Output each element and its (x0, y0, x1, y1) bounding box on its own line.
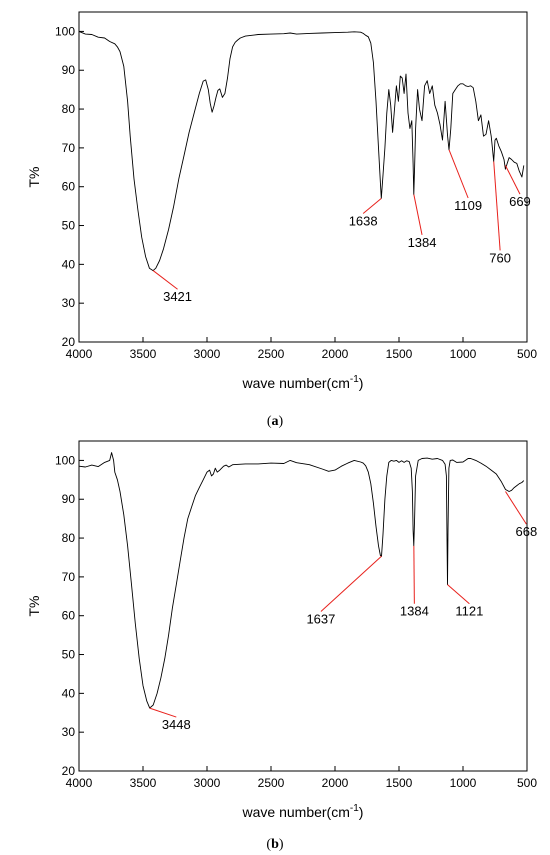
panel-label-b: b (271, 837, 279, 852)
peak-leader-b-3448 (149, 707, 177, 718)
y-ticks-a: 20 30 40 50 60 70 80 90 100 (55, 24, 84, 349)
peak-leader-b-1637 (320, 555, 382, 612)
y-ticks-b: 20 30 40 50 60 70 80 90 100 (55, 453, 84, 778)
peak-annotations-b: 3448 1637 1384 1121 668 (149, 491, 538, 732)
peak-annotations-a: 3421 1638 1384 1109 760 669 (152, 149, 531, 304)
peak-label-a-1638: 1638 (349, 214, 378, 229)
x-tick-label-b-500: 500 (517, 776, 537, 790)
x-tick-label-a-1500: 1500 (386, 347, 413, 361)
x-tick-label-b-2500: 2500 (258, 776, 285, 790)
peak-label-b-1384: 1384 (400, 604, 429, 619)
peak-label-a-3421: 3421 (163, 289, 192, 304)
y-tick-label-b-70: 70 (62, 570, 76, 584)
panel-label-a: a (272, 414, 279, 429)
peak-label-a-669: 669 (509, 194, 531, 209)
y-tick-label-b-50: 50 (62, 648, 76, 662)
peak-leader-a-1638 (362, 197, 382, 214)
peak-leader-a-1109 (448, 149, 469, 199)
y-tick-label-b-90: 90 (62, 492, 76, 506)
panel-caption-b: (b) (266, 837, 283, 852)
x-tick-label-b-1500: 1500 (386, 776, 413, 790)
y-tick-label-b-20: 20 (62, 764, 76, 778)
x-tick-label-a-500: 500 (517, 347, 537, 361)
plot-frame-a (78, 11, 528, 343)
y-axis-title-b: T% (26, 596, 42, 617)
y-tick-label-a-50: 50 (62, 219, 76, 233)
peak-label-b-1121: 1121 (455, 604, 483, 619)
x-axis-title-b-close: ) (359, 804, 364, 820)
x-tick-label-b-1000: 1000 (450, 776, 477, 790)
peak-label-a-1109: 1109 (454, 198, 482, 213)
y-tick-label-a-70: 70 (62, 141, 76, 155)
x-tick-label-a-2500: 2500 (258, 347, 285, 361)
spectrum-line-a (78, 30, 525, 272)
x-tick-label-b-3500: 3500 (130, 776, 157, 790)
y-tick-label-a-30: 30 (62, 296, 76, 310)
panel-b: 20 30 40 50 60 70 80 90 100 4000 3500 3000 2500 2000… (26, 440, 538, 852)
plot-frame-b (78, 440, 528, 772)
spectrum-line-b (78, 452, 525, 709)
x-axis-title-a-sup: -1 (350, 374, 359, 385)
x-axis-title-b: wave number(cm-1) (242, 803, 364, 820)
x-tick-label-b-2000: 2000 (322, 776, 349, 790)
x-ticks-a: 4000 3500 3000 2500 2000 1500 1000 500 (66, 337, 537, 361)
x-axis-title-a: wave number(cm-1) (242, 374, 364, 391)
x-axis-title-a-close: ) (359, 375, 364, 391)
peak-leader-b-1121 (447, 584, 470, 605)
peak-leader-a-669 (504, 165, 521, 195)
x-tick-label-a-3500: 3500 (130, 347, 157, 361)
peak-leader-a-1384 (413, 194, 423, 235)
y-tick-label-b-60: 60 (62, 609, 76, 623)
y-tick-label-b-30: 30 (62, 725, 76, 739)
peak-leader-b-1384 (413, 545, 415, 604)
y-tick-label-b-80: 80 (62, 531, 76, 545)
x-axis-title-b-sup: -1 (350, 803, 359, 814)
y-axis-title-a: T% (26, 167, 42, 188)
x-tick-label-b-4000: 4000 (66, 776, 93, 790)
y-tick-label-a-100: 100 (55, 24, 75, 38)
y-tick-label-a-20: 20 (62, 335, 76, 349)
peak-leader-a-3421 (152, 270, 178, 290)
y-tick-label-a-90: 90 (62, 63, 76, 77)
x-tick-label-a-3000: 3000 (194, 347, 221, 361)
panel-caption-a: (a) (267, 414, 284, 429)
x-tick-label-a-1000: 1000 (450, 347, 477, 361)
panel-a: 20 30 40 50 60 70 80 90 100 4000 3500 3000 2500 2000… (26, 11, 537, 429)
x-tick-label-a-4000: 4000 (66, 347, 93, 361)
peak-label-b-3448: 3448 (162, 717, 191, 732)
x-axis-title-b-main: wave number(cm (242, 804, 350, 820)
peak-label-b-1637: 1637 (306, 611, 335, 626)
peak-label-a-760: 760 (489, 250, 511, 265)
x-ticks-b: 4000 3500 3000 2500 2000 1500 1000 500 (66, 766, 537, 790)
y-tick-label-b-100: 100 (55, 453, 75, 467)
peak-label-a-1384: 1384 (408, 235, 437, 250)
peak-leader-b-668 (505, 491, 527, 525)
x-axis-title-a-main: wave number(cm (242, 375, 350, 391)
y-tick-label-b-40: 40 (62, 686, 76, 700)
x-tick-label-b-3000: 3000 (194, 776, 221, 790)
y-tick-label-a-80: 80 (62, 102, 76, 116)
x-tick-label-a-2000: 2000 (322, 347, 349, 361)
peak-leader-a-760 (493, 161, 501, 251)
y-tick-label-a-60: 60 (62, 180, 76, 194)
peak-label-b-668: 668 (516, 524, 538, 539)
y-tick-label-a-40: 40 (62, 257, 76, 271)
